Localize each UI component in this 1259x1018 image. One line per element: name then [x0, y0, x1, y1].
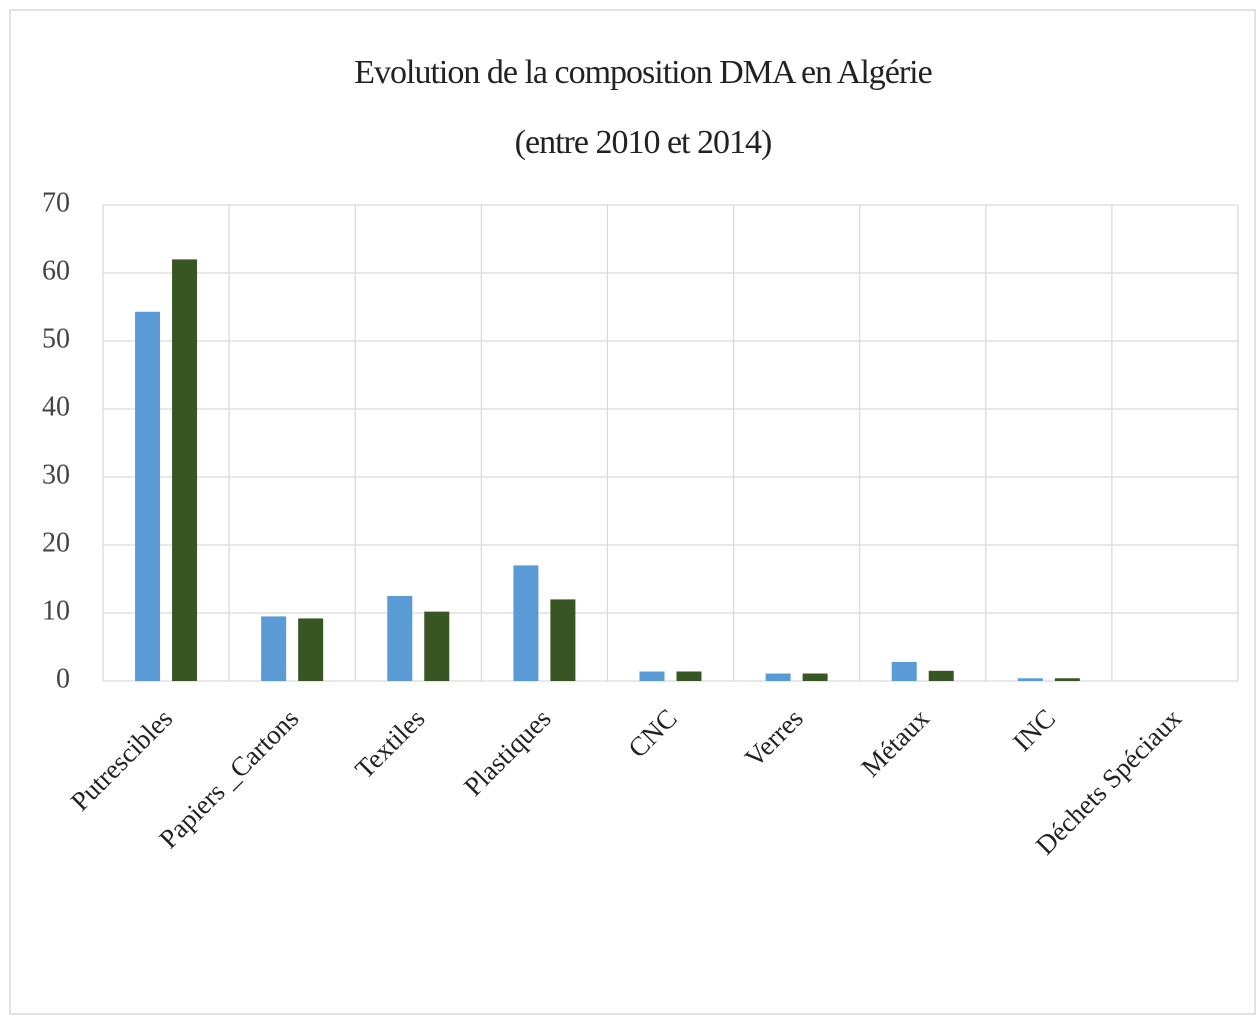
y-tick-label: 70	[42, 187, 70, 218]
bar	[1017, 678, 1043, 681]
bar	[928, 670, 954, 681]
bar	[298, 618, 324, 681]
chart-frame	[9, 9, 1256, 1015]
y-tick-label: 10	[42, 595, 70, 626]
chart-title: Evolution de la composition DMA en Algér…	[354, 54, 931, 91]
y-tick-label: 60	[42, 255, 70, 286]
y-tick-label: 30	[42, 459, 70, 490]
bar	[765, 673, 791, 681]
y-tick-label: 50	[42, 323, 70, 354]
y-tick-label: 0	[56, 663, 70, 694]
bar	[639, 671, 665, 681]
bar	[172, 259, 198, 681]
bar	[261, 616, 287, 681]
y-tick-label: 40	[42, 391, 70, 422]
bar	[1054, 678, 1080, 681]
bar	[135, 311, 161, 681]
y-tick-label: 20	[42, 527, 70, 558]
bar	[891, 661, 917, 681]
bar	[387, 596, 413, 681]
chart-subtitle: (entre 2010 et 2014)	[515, 124, 772, 161]
bar	[424, 611, 450, 681]
bar	[802, 673, 828, 681]
bar	[676, 671, 702, 681]
bar	[550, 599, 576, 681]
bar	[513, 565, 539, 681]
